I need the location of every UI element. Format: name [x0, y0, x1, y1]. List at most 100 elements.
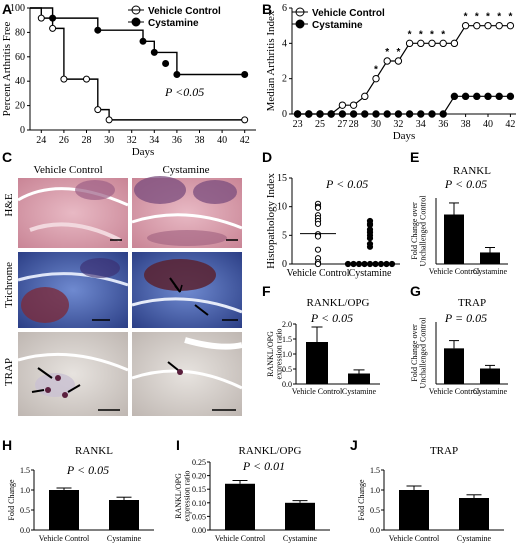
x-category-label: Cystamine — [283, 534, 318, 543]
data-point — [361, 110, 369, 118]
bar — [444, 214, 464, 264]
x-category-label: Vehicle Control — [389, 534, 440, 543]
y-tick-label: 0 — [282, 259, 287, 270]
x-tick-label: 32 — [127, 135, 137, 146]
y-tick-label: 0.0 — [20, 526, 30, 535]
y-tick-label: 10 — [277, 202, 287, 213]
panel-label-a: A — [2, 1, 12, 17]
y-axis-label: Fold Change overUnchallenged Control — [410, 195, 428, 267]
data-point — [162, 60, 170, 68]
panel-label-j: J — [350, 437, 358, 453]
chart-b-median-arthritis-index: 23 25 27 28 30 32 34 36 38 40 42 0 2 4 6 Days Median Art… — [265, 3, 516, 142]
chart-title: RANKL/OPG — [239, 445, 302, 457]
x-category-label: Cystamine — [107, 534, 142, 543]
data-point — [305, 110, 313, 118]
chart-title: TRAP — [458, 297, 486, 309]
bar — [459, 498, 489, 530]
y-tick-label: 1.5 — [370, 466, 380, 475]
data-point — [439, 39, 447, 48]
significance-star: * — [497, 12, 501, 23]
data-point — [105, 116, 113, 124]
x-category-label: Vehicle Control — [39, 534, 90, 543]
data-point — [241, 70, 249, 78]
y-axis-label: RANKL/OPGexpression ratio — [174, 471, 192, 522]
data-point — [314, 204, 322, 211]
x-category-label: Vehicle Control — [215, 534, 266, 543]
data-point — [495, 92, 503, 101]
bar — [444, 348, 464, 384]
data-point — [394, 110, 403, 118]
data-point — [383, 57, 391, 65]
chart-title: TRAP — [430, 445, 458, 457]
data-point — [428, 110, 436, 118]
x-tick-label: 42 — [505, 119, 515, 130]
bar — [306, 342, 328, 384]
data-point — [484, 92, 492, 101]
y-tick-label: 0.0 — [370, 526, 380, 535]
data-point — [314, 233, 322, 240]
chart-h-rankl: 0.0 0.5 1.0 1.5 RANKL Fold Change Vehicle Cont… — [7, 445, 154, 543]
data-point — [338, 110, 347, 118]
data-point — [372, 74, 380, 83]
x-tick-label: 38 — [461, 119, 471, 130]
data-point — [316, 110, 324, 118]
y-tick-label: 80 — [15, 27, 25, 38]
data-point — [366, 235, 374, 242]
bar — [109, 500, 139, 530]
legend-label-vehicle: Vehicle Control — [148, 6, 221, 17]
data-point — [37, 14, 45, 22]
y-tick-label: 60 — [15, 52, 25, 63]
data-point — [473, 21, 481, 30]
significance-star: * — [475, 12, 479, 23]
y-axis-label: Histopathology Index — [265, 173, 277, 269]
micro-row-he: H&E — [3, 193, 15, 217]
chart-j-trap: 0.0 0.5 1.0 1.5 TRAP Fold Change Vehicle Contr… — [357, 445, 504, 543]
chart-title: RANKL — [75, 445, 113, 457]
y-tick-label: 0.5 — [370, 506, 380, 515]
panel-label-i: I — [176, 437, 180, 453]
y-tick-label: 15 — [277, 173, 287, 184]
x-category-label: Cystamine — [342, 387, 377, 396]
y-tick-label: 0.20 — [192, 472, 206, 481]
data-point — [428, 39, 436, 48]
y-tick-label: 1.0 — [282, 350, 292, 359]
p-value: P < 0.05 — [444, 177, 487, 191]
y-tick-label: 100 — [10, 3, 25, 14]
significance-star: * — [396, 47, 400, 58]
y-tick-label: 1.5 — [20, 466, 30, 475]
data-point — [344, 260, 352, 268]
data-point — [94, 106, 102, 114]
data-point — [49, 14, 57, 22]
y-tick-label: 2.0 — [282, 320, 292, 329]
data-point — [450, 92, 459, 101]
data-point — [349, 110, 358, 118]
y-axis-label: Median Arthritis Index — [265, 10, 277, 111]
x-tick-label: 25 — [315, 119, 325, 130]
data-point — [241, 116, 249, 124]
panel-label-h: H — [2, 437, 12, 453]
data-point — [49, 24, 57, 32]
panel-label-d: D — [262, 149, 272, 165]
significance-star: * — [385, 47, 389, 58]
bar — [348, 373, 370, 384]
bar — [225, 483, 255, 530]
chart-a-arthritis-free: 24 26 28 30 32 34 36 38 40 42 0 20 40 60 80 100 Days Perc… — [1, 3, 256, 158]
bar — [285, 502, 315, 530]
x-tick-label: 28 — [349, 119, 359, 130]
data-point — [506, 92, 515, 101]
x-tick-label: 32 — [393, 119, 403, 130]
x-category-label: Vehicle Control — [429, 387, 480, 396]
significance-star: * — [486, 12, 490, 23]
panel-label-g: G — [410, 283, 421, 299]
legend-label-vehicle: Vehicle Control — [312, 8, 385, 19]
y-tick-label: 20 — [15, 101, 25, 112]
y-tick-label: 2 — [282, 74, 287, 85]
data-point — [338, 101, 347, 109]
data-point — [383, 110, 391, 118]
x-axis-label: Days — [393, 130, 416, 142]
y-tick-label: 0.25 — [192, 458, 206, 467]
p-value: P <0.05 — [164, 85, 204, 99]
x-category-label: Vehicle Control — [292, 387, 343, 396]
panel-label-c: C — [2, 149, 12, 165]
legend-label-cystamine: Cystamine — [148, 18, 199, 29]
